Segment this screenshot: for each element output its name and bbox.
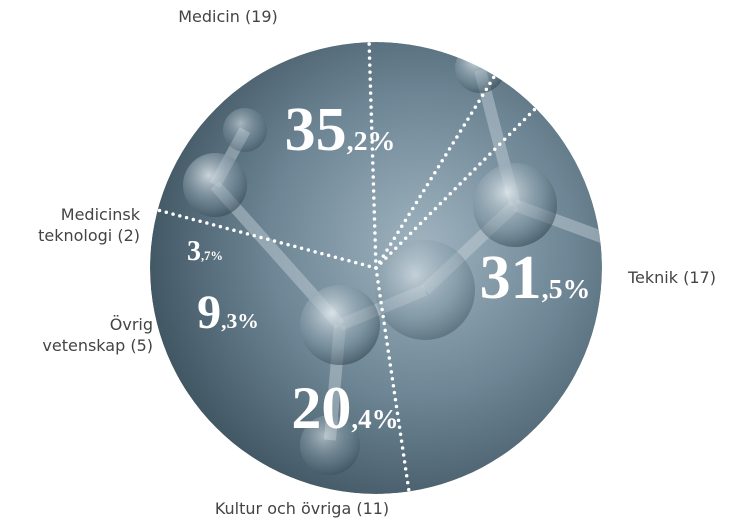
value-label-major: 9 <box>197 286 221 339</box>
category-label-line: Medicin (19) <box>178 7 278 26</box>
category-label-line: teknologi (2) <box>38 226 140 245</box>
value-label-minor: ,3% <box>221 309 259 333</box>
category-label-line: Medicinsk <box>61 205 141 224</box>
category-label: Övrig vetenskap (5) <box>42 315 153 355</box>
page: {"chart_data": {"type": "pie", "categori… <box>0 0 747 526</box>
value-label-major: 31 <box>480 244 542 312</box>
category-label-line: vetenskap (5) <box>42 336 153 355</box>
category-label: Kultur och övriga (11) <box>215 499 389 518</box>
category-label-line: Övrig <box>110 315 153 334</box>
category-label-line: Kultur och övriga (11) <box>215 499 389 518</box>
value-label-major: 3 <box>187 236 201 267</box>
value-label-minor: ,7% <box>201 249 223 263</box>
category-label-line: Teknik (17) <box>627 268 716 287</box>
chart: Medicin (19)35,2%Teknik (17)31,5%Kultur … <box>0 0 747 526</box>
value-label-major: 20 <box>291 375 351 441</box>
value-label-minor: ,5% <box>542 274 591 305</box>
category-label: Medicin (19) <box>178 7 278 26</box>
category-label: Medicinsk teknologi (2) <box>38 205 141 245</box>
category-label: Teknik (17) <box>627 268 716 287</box>
value-label-minor: ,4% <box>351 404 398 434</box>
